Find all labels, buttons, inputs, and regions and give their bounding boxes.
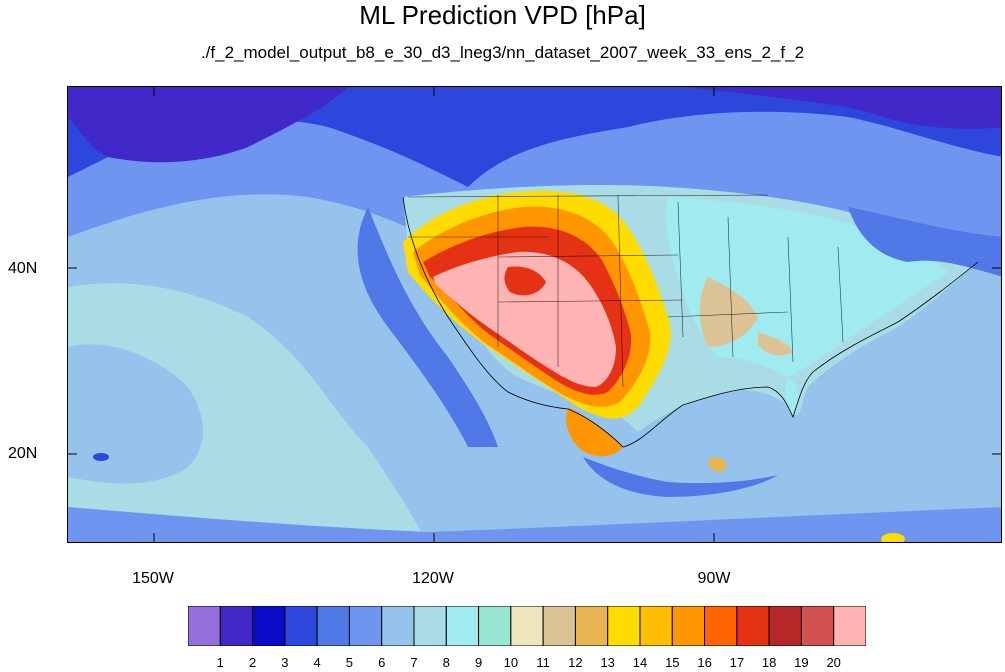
colorbar-label: 14 (632, 655, 648, 670)
chart-subtitle: ./f_2_model_output_b8_e_30_d3_lneg3/nn_d… (200, 43, 805, 62)
south-band (68, 507, 1001, 542)
gulf-coast-hot (566, 407, 623, 457)
hawaii-islands (93, 453, 109, 461)
colorbar-label: 19 (794, 655, 809, 670)
colorbar-swatch (316, 606, 350, 646)
colorbar-swatch (219, 606, 254, 646)
lat-label-20n: 20N (8, 445, 38, 462)
colorbar-label: 16 (697, 655, 712, 670)
colorbar-swatch (381, 606, 415, 646)
colorbar-swatch (478, 606, 512, 646)
colorbar-swatch (574, 606, 609, 646)
lon-label-120w: 120W (412, 570, 454, 587)
lon-label-90w: 90W (697, 570, 731, 587)
colorbar-swatch (413, 606, 447, 646)
chart-title: ML Prediction VPD [hPa] (359, 0, 646, 30)
colorbar-swatch (284, 606, 318, 646)
vpd-field-map (68, 87, 1001, 542)
southeast-patch (758, 332, 793, 356)
coastal-band (357, 207, 498, 447)
map-panel (67, 86, 1002, 543)
colorbar-swatch (252, 606, 286, 646)
coastline (402, 196, 979, 448)
colorbar-label: 12 (568, 655, 583, 670)
colorbar-label: 5 (345, 655, 353, 670)
lat-label-40n: 40N (8, 260, 38, 277)
central-america (583, 457, 778, 497)
colorbar-label: 7 (410, 655, 418, 670)
colorbar-label: 20 (826, 655, 841, 670)
north-pacific-low (68, 87, 348, 163)
colorbar-label: 10 (503, 655, 519, 670)
colorbar-label: 1 (216, 655, 224, 670)
colorbar-swatch (833, 606, 866, 646)
caribbean-hot (881, 533, 905, 542)
colorbar (188, 606, 866, 646)
hot-zone-20 (433, 251, 616, 387)
colorbar-swatch (542, 606, 576, 646)
lon-label-150w: 150W (132, 570, 174, 587)
pacific-patch (68, 344, 203, 484)
colorbar-label: 11 (536, 655, 550, 670)
colorbar-swatch (639, 606, 673, 646)
colorbar-swatch (510, 606, 544, 646)
colorbar-swatch (348, 606, 383, 646)
colorbar-label: 4 (313, 655, 321, 670)
hot-gap (504, 266, 546, 296)
colorbar-label: 18 (761, 655, 777, 670)
colorbar-swatch (607, 606, 641, 646)
colorbar-label: 9 (474, 655, 483, 670)
colorbar-label: 13 (600, 655, 615, 670)
mississippi-patch (699, 277, 758, 347)
colorbar-label: 2 (248, 655, 257, 670)
colorbar-swatch (704, 606, 738, 646)
colorbar-label: 6 (378, 655, 386, 670)
boundary-lines (407, 194, 844, 388)
northeast-band (848, 207, 1001, 277)
colorbar-label: 17 (729, 655, 745, 670)
colorbar-label: 8 (442, 655, 450, 670)
colorbar-label: 3 (281, 655, 289, 670)
yucatan-hot (708, 457, 727, 472)
colorbar-swatch (800, 606, 835, 646)
colorbar-swatch (671, 606, 706, 646)
colorbar-swatch (188, 606, 221, 646)
hudson-low (688, 87, 1001, 129)
colorbar-swatch (768, 606, 802, 646)
colorbar-swatch (736, 606, 770, 646)
colorbar-swatch (445, 606, 480, 646)
colorbar-label: 15 (665, 655, 680, 670)
